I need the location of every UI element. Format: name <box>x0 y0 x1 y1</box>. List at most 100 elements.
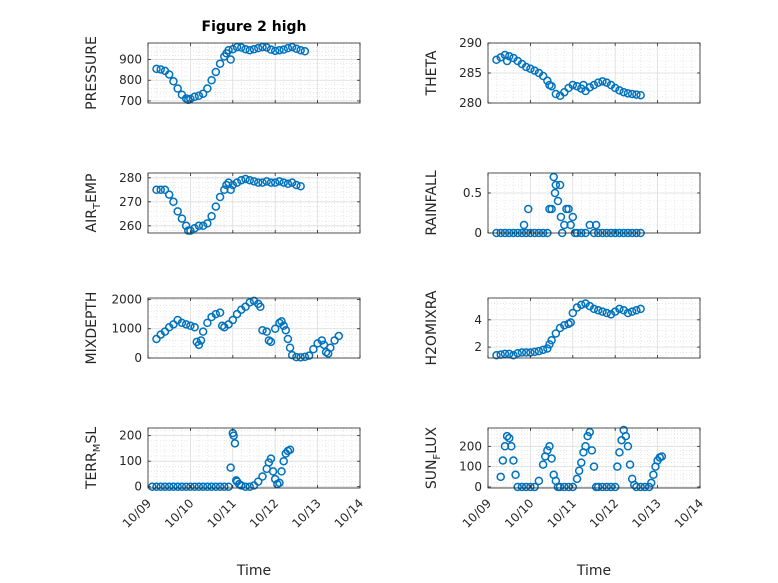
y-tick-label: 200 <box>119 429 142 443</box>
data-point <box>220 482 229 491</box>
y-tick-label: 285 <box>459 66 482 80</box>
data-point <box>513 482 522 492</box>
subplot-theta: 280 285 290 THETA <box>424 36 701 110</box>
y-tick-label: 280 <box>119 171 142 185</box>
data-point <box>245 298 255 307</box>
data-point <box>194 482 204 491</box>
data-point <box>215 308 225 317</box>
data-point <box>549 172 558 182</box>
data-point <box>521 348 531 357</box>
subplot-pressure: 700 800 900 PRESSURE Figure 2 high <box>84 19 361 110</box>
data-point <box>492 55 501 65</box>
data-point <box>564 482 573 492</box>
data-point <box>156 482 165 491</box>
data-point <box>583 431 592 441</box>
data-point <box>215 482 225 491</box>
data-point <box>241 44 250 54</box>
data-point <box>568 212 578 222</box>
data-point <box>186 321 195 331</box>
data-point <box>224 482 233 491</box>
data-point <box>602 482 611 492</box>
data-point <box>593 482 603 492</box>
data-point <box>228 180 238 190</box>
y-tick-label: 700 <box>119 94 142 108</box>
data-point <box>498 456 508 465</box>
y-tick-label: 100 <box>459 460 482 474</box>
data-point <box>551 180 561 190</box>
data-point <box>237 175 246 185</box>
data-point <box>585 83 595 92</box>
y-tick-label: 200 <box>459 439 482 453</box>
data-point <box>258 178 267 187</box>
chart-title: Figure 2 high <box>202 19 307 35</box>
data-point <box>203 318 212 328</box>
data-point <box>181 221 191 231</box>
data-point <box>602 308 611 318</box>
data-point <box>334 331 344 341</box>
y-axis-label: SUNFLUX <box>424 426 443 489</box>
data-point <box>502 431 512 441</box>
y-axis-label: PRESSURE <box>84 36 100 110</box>
data-point <box>156 65 165 74</box>
data-point <box>330 336 339 345</box>
data-point <box>283 179 293 189</box>
data-point <box>545 340 554 349</box>
data-point <box>211 309 221 319</box>
data-point <box>538 460 548 469</box>
data-point <box>279 321 288 331</box>
data-point <box>649 470 658 480</box>
data-point <box>589 80 599 90</box>
y-axis-label: THETA <box>424 50 440 96</box>
x-tick-label: 10/10 <box>502 496 536 530</box>
data-point <box>632 90 641 99</box>
data-point <box>237 481 246 490</box>
data-point <box>556 212 566 222</box>
data-point <box>275 478 284 488</box>
data-point <box>555 482 565 492</box>
x-axis-label: Time <box>576 563 611 579</box>
data-point <box>524 204 533 214</box>
data-point <box>309 344 318 354</box>
data-point <box>160 482 170 491</box>
data-point <box>598 77 607 86</box>
data-point <box>266 45 276 54</box>
plot-area <box>488 173 700 233</box>
x-tick-label: 10/13 <box>629 496 663 530</box>
data-point <box>253 43 263 53</box>
data-point <box>268 467 278 476</box>
data-point <box>287 178 297 187</box>
data-point <box>190 482 199 491</box>
data-point <box>646 478 656 488</box>
y-tick-label: 900 <box>119 53 142 67</box>
data-point <box>509 456 518 465</box>
data-point <box>190 223 199 233</box>
data-point <box>181 320 191 329</box>
data-point <box>281 325 291 335</box>
data-point <box>232 42 242 52</box>
subplot-terr-msl: 0 100 200 TERRMSL 10/09 10/10 10/11 10/12 10/13 1… <box>84 427 366 579</box>
axes-box <box>487 172 701 234</box>
data-point <box>224 178 233 187</box>
data-point <box>169 77 178 86</box>
data-point <box>266 337 276 347</box>
data-point <box>602 78 611 87</box>
data-point <box>198 482 208 491</box>
x-tick-label: 10/09 <box>460 496 494 530</box>
data-point <box>591 220 601 230</box>
data-point <box>241 482 250 491</box>
data-point <box>593 306 603 315</box>
data-point <box>504 433 514 443</box>
data-point <box>190 92 199 102</box>
data-point <box>300 352 310 362</box>
data-point <box>507 442 516 451</box>
data-point <box>245 175 255 185</box>
data-point <box>181 482 191 491</box>
data-point <box>644 482 654 492</box>
y-axis-label: H2OMIXRA <box>424 290 440 365</box>
data-point <box>623 308 633 318</box>
data-point <box>538 345 548 355</box>
data-point <box>215 192 225 202</box>
data-point <box>296 45 305 55</box>
data-point <box>547 454 556 463</box>
